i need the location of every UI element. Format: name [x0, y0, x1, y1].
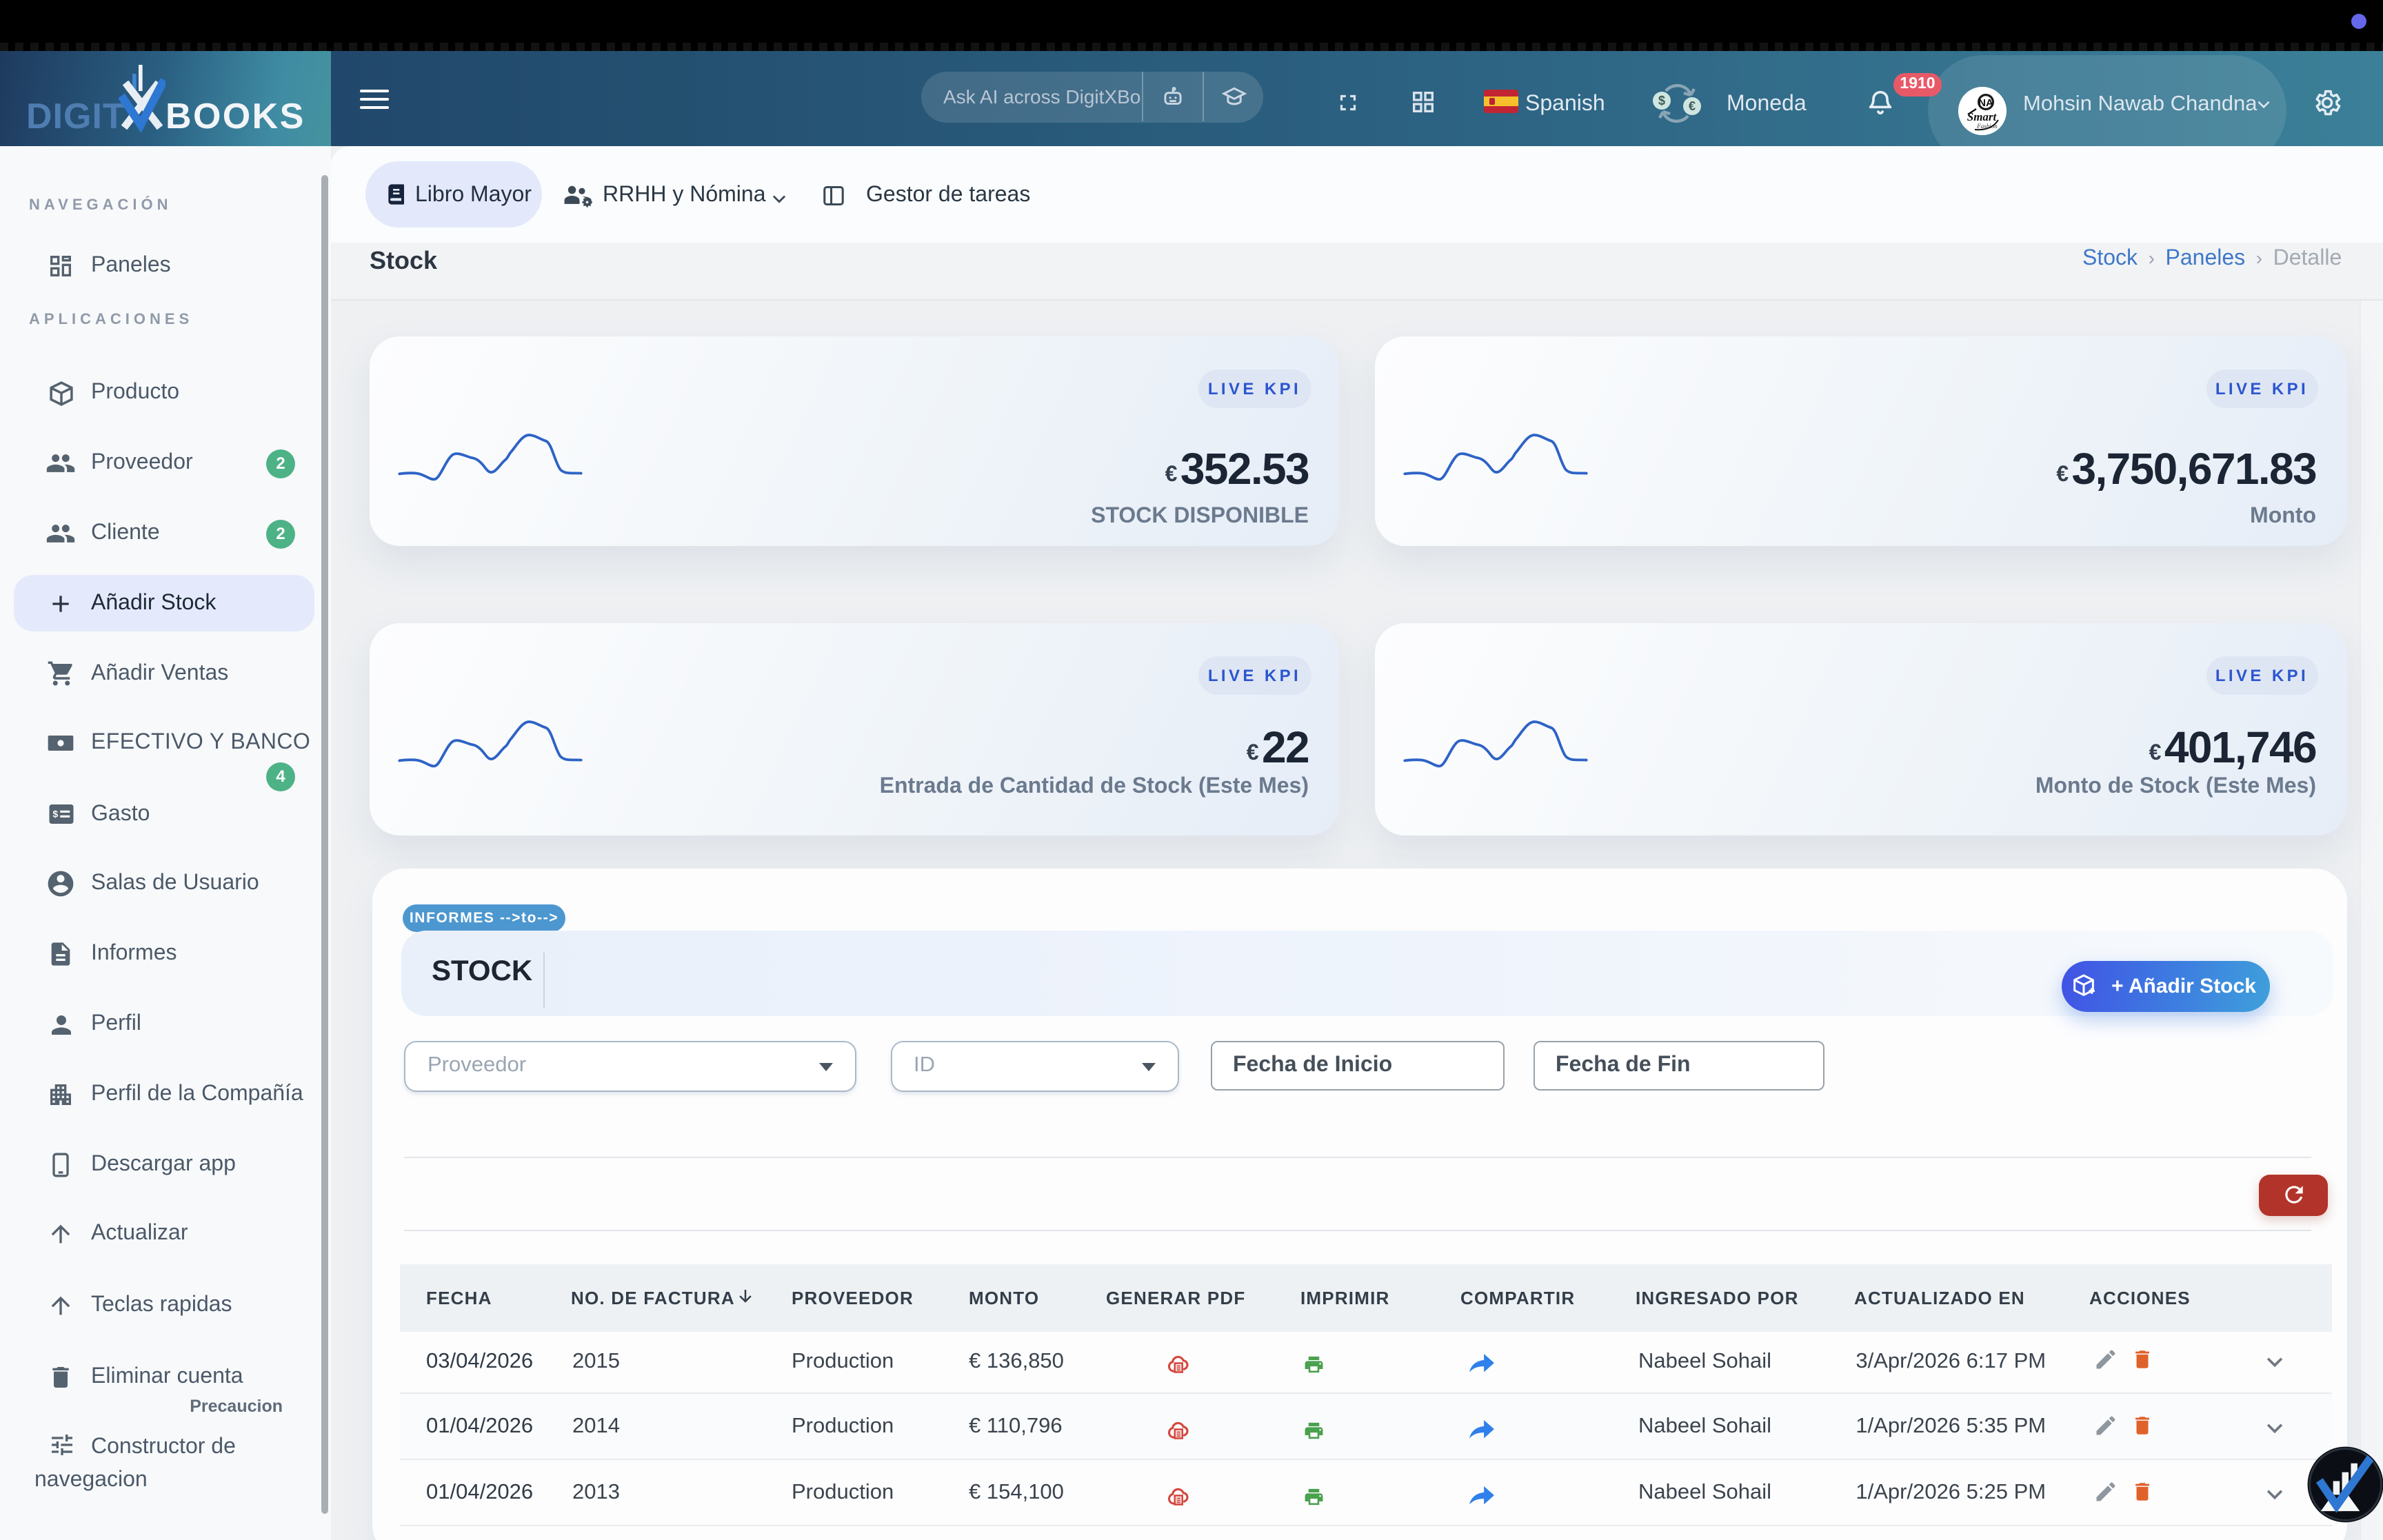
svg-text:NA: NA [1978, 97, 1993, 108]
svg-text:$: $ [52, 808, 57, 819]
svg-text:Smart: Smart [1967, 110, 1998, 123]
svg-text:Fashion: Fashion [1976, 122, 1998, 129]
svg-text:$: $ [1658, 94, 1665, 108]
svg-text:€: € [1689, 99, 1696, 113]
